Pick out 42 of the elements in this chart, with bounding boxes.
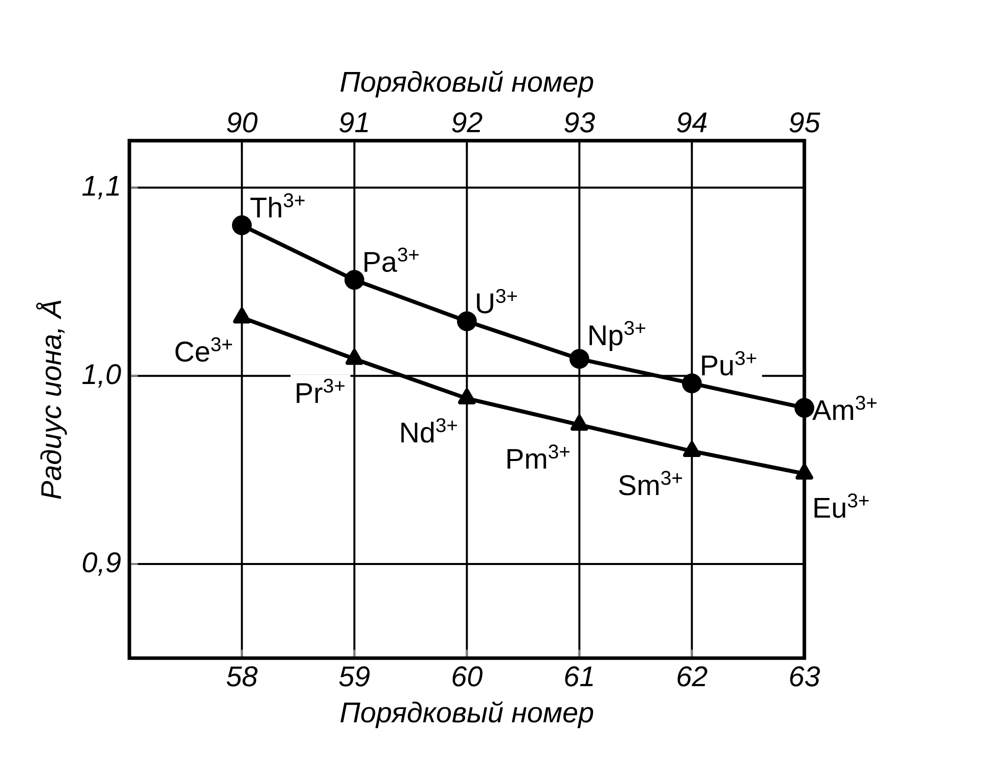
annotation: U$^{3+}$ [476, 289, 517, 314]
x2-tick-label: 94 [677, 112, 707, 133]
x-tick-label: 60 [452, 666, 482, 687]
point [233, 308, 251, 324]
x2-tick-label: 92 [452, 112, 482, 133]
x-tick-label: 61 [565, 666, 593, 687]
y-tick-label: 1,0 [82, 364, 121, 388]
annotation: Np$^{3+}$ [590, 321, 646, 352]
annotation: Th$^{3+}$ [250, 193, 305, 218]
y-axis-title: Радиус иона, Å [36, 300, 67, 500]
point [232, 216, 252, 236]
point [346, 349, 364, 366]
x2-tick-label: 95 [789, 112, 820, 133]
point [683, 441, 701, 458]
annotation: Pu$^{3+}$ [702, 351, 756, 376]
x2-axis-title: Порядковый номер [340, 70, 594, 98]
y-tick-label: 1,1 [82, 176, 119, 200]
x2-tick-label: 90 [227, 112, 258, 133]
annotation: Eu$^{3+}$ [814, 494, 869, 518]
annotation: Pr$^{3+}$ [296, 378, 344, 404]
point [682, 374, 702, 394]
annotation: Sm$^{3+}$ [619, 471, 682, 496]
x2-tick-label: 93 [564, 112, 595, 133]
point [456, 312, 477, 332]
point [344, 270, 364, 290]
annotation: Nd$^{3+}$ [401, 418, 457, 443]
point [796, 464, 814, 480]
x-tick-label: 63 [790, 666, 820, 687]
annotation: Pm$^{3+}$ [508, 444, 570, 469]
annotation: Pa$^{3+}$ [364, 248, 419, 272]
x-tick-label: 62 [678, 666, 708, 687]
point [569, 349, 590, 369]
x-tick-label: 59 [339, 666, 370, 687]
x-axis-title: Порядковый номер [340, 701, 594, 728]
x2-tick-label: 91 [340, 112, 368, 133]
annotation: Ce$^{3+}$ [176, 337, 232, 362]
annotation: Am$^{3+}$ [812, 396, 877, 420]
x-tick-label: 58 [226, 666, 258, 687]
point [794, 398, 814, 418]
y-tick-label: 0,9 [82, 552, 121, 576]
point [570, 415, 588, 431]
point [458, 388, 476, 405]
